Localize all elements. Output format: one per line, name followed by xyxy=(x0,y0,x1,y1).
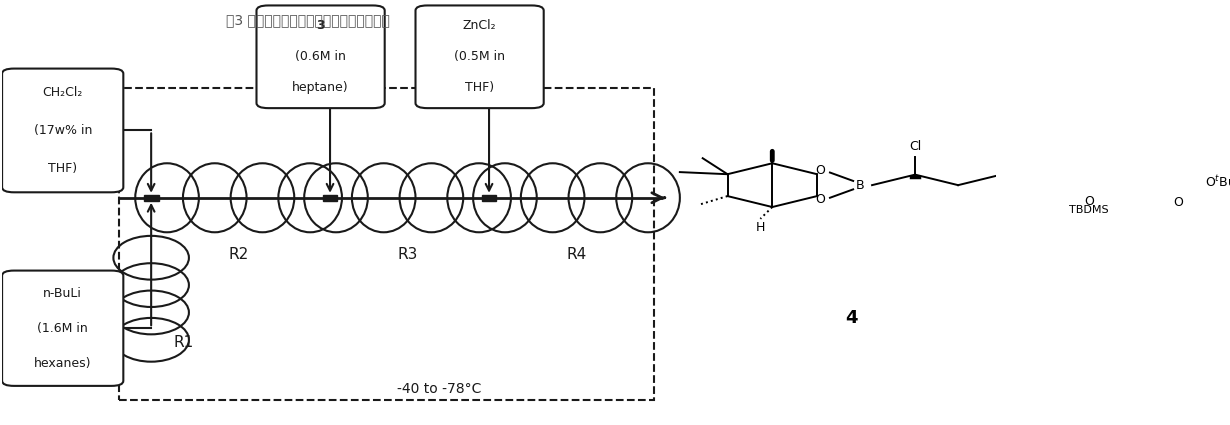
Text: Cl: Cl xyxy=(909,140,921,153)
Text: (17w% in: (17w% in xyxy=(33,124,92,137)
Text: O: O xyxy=(1085,195,1095,208)
FancyBboxPatch shape xyxy=(2,271,123,386)
FancyBboxPatch shape xyxy=(416,6,544,108)
Text: R4: R4 xyxy=(566,247,587,262)
Text: (0.6M in: (0.6M in xyxy=(295,50,346,63)
FancyBboxPatch shape xyxy=(257,6,385,108)
Text: (1.6M in: (1.6M in xyxy=(37,322,89,335)
Bar xyxy=(144,195,159,201)
Text: (0.5M in: (0.5M in xyxy=(454,50,506,63)
Text: CH₂Cl₂: CH₂Cl₂ xyxy=(43,86,82,99)
Text: -40 to -78°C: -40 to -78°C xyxy=(397,382,481,396)
Bar xyxy=(322,195,337,201)
Text: THF): THF) xyxy=(465,81,494,94)
Text: B: B xyxy=(856,178,865,192)
Text: 圖3 用于初步可行性研究的第一次實驗裝置: 圖3 用于初步可行性研究的第一次實驗裝置 xyxy=(225,13,390,27)
Text: THF): THF) xyxy=(48,162,77,175)
Text: $\mathbf{4}$: $\mathbf{4}$ xyxy=(845,309,859,327)
Text: n-BuLi: n-BuLi xyxy=(43,286,82,300)
Text: hexanes): hexanes) xyxy=(34,357,91,370)
Bar xyxy=(482,195,497,201)
Text: R3: R3 xyxy=(397,247,418,262)
FancyBboxPatch shape xyxy=(2,68,123,192)
Text: R2: R2 xyxy=(229,247,248,262)
Bar xyxy=(119,88,654,400)
Text: TBDMS: TBDMS xyxy=(1069,205,1109,215)
Text: 3: 3 xyxy=(316,20,325,32)
Text: O$^t$Bu: O$^t$Bu xyxy=(1205,174,1230,190)
Text: H: H xyxy=(755,221,765,234)
Text: O: O xyxy=(1173,196,1183,209)
Text: R1: R1 xyxy=(173,335,193,351)
Text: heptane): heptane) xyxy=(293,81,349,94)
Text: O: O xyxy=(815,193,825,206)
Text: O: O xyxy=(815,164,825,177)
Text: ZnCl₂: ZnCl₂ xyxy=(462,20,497,32)
